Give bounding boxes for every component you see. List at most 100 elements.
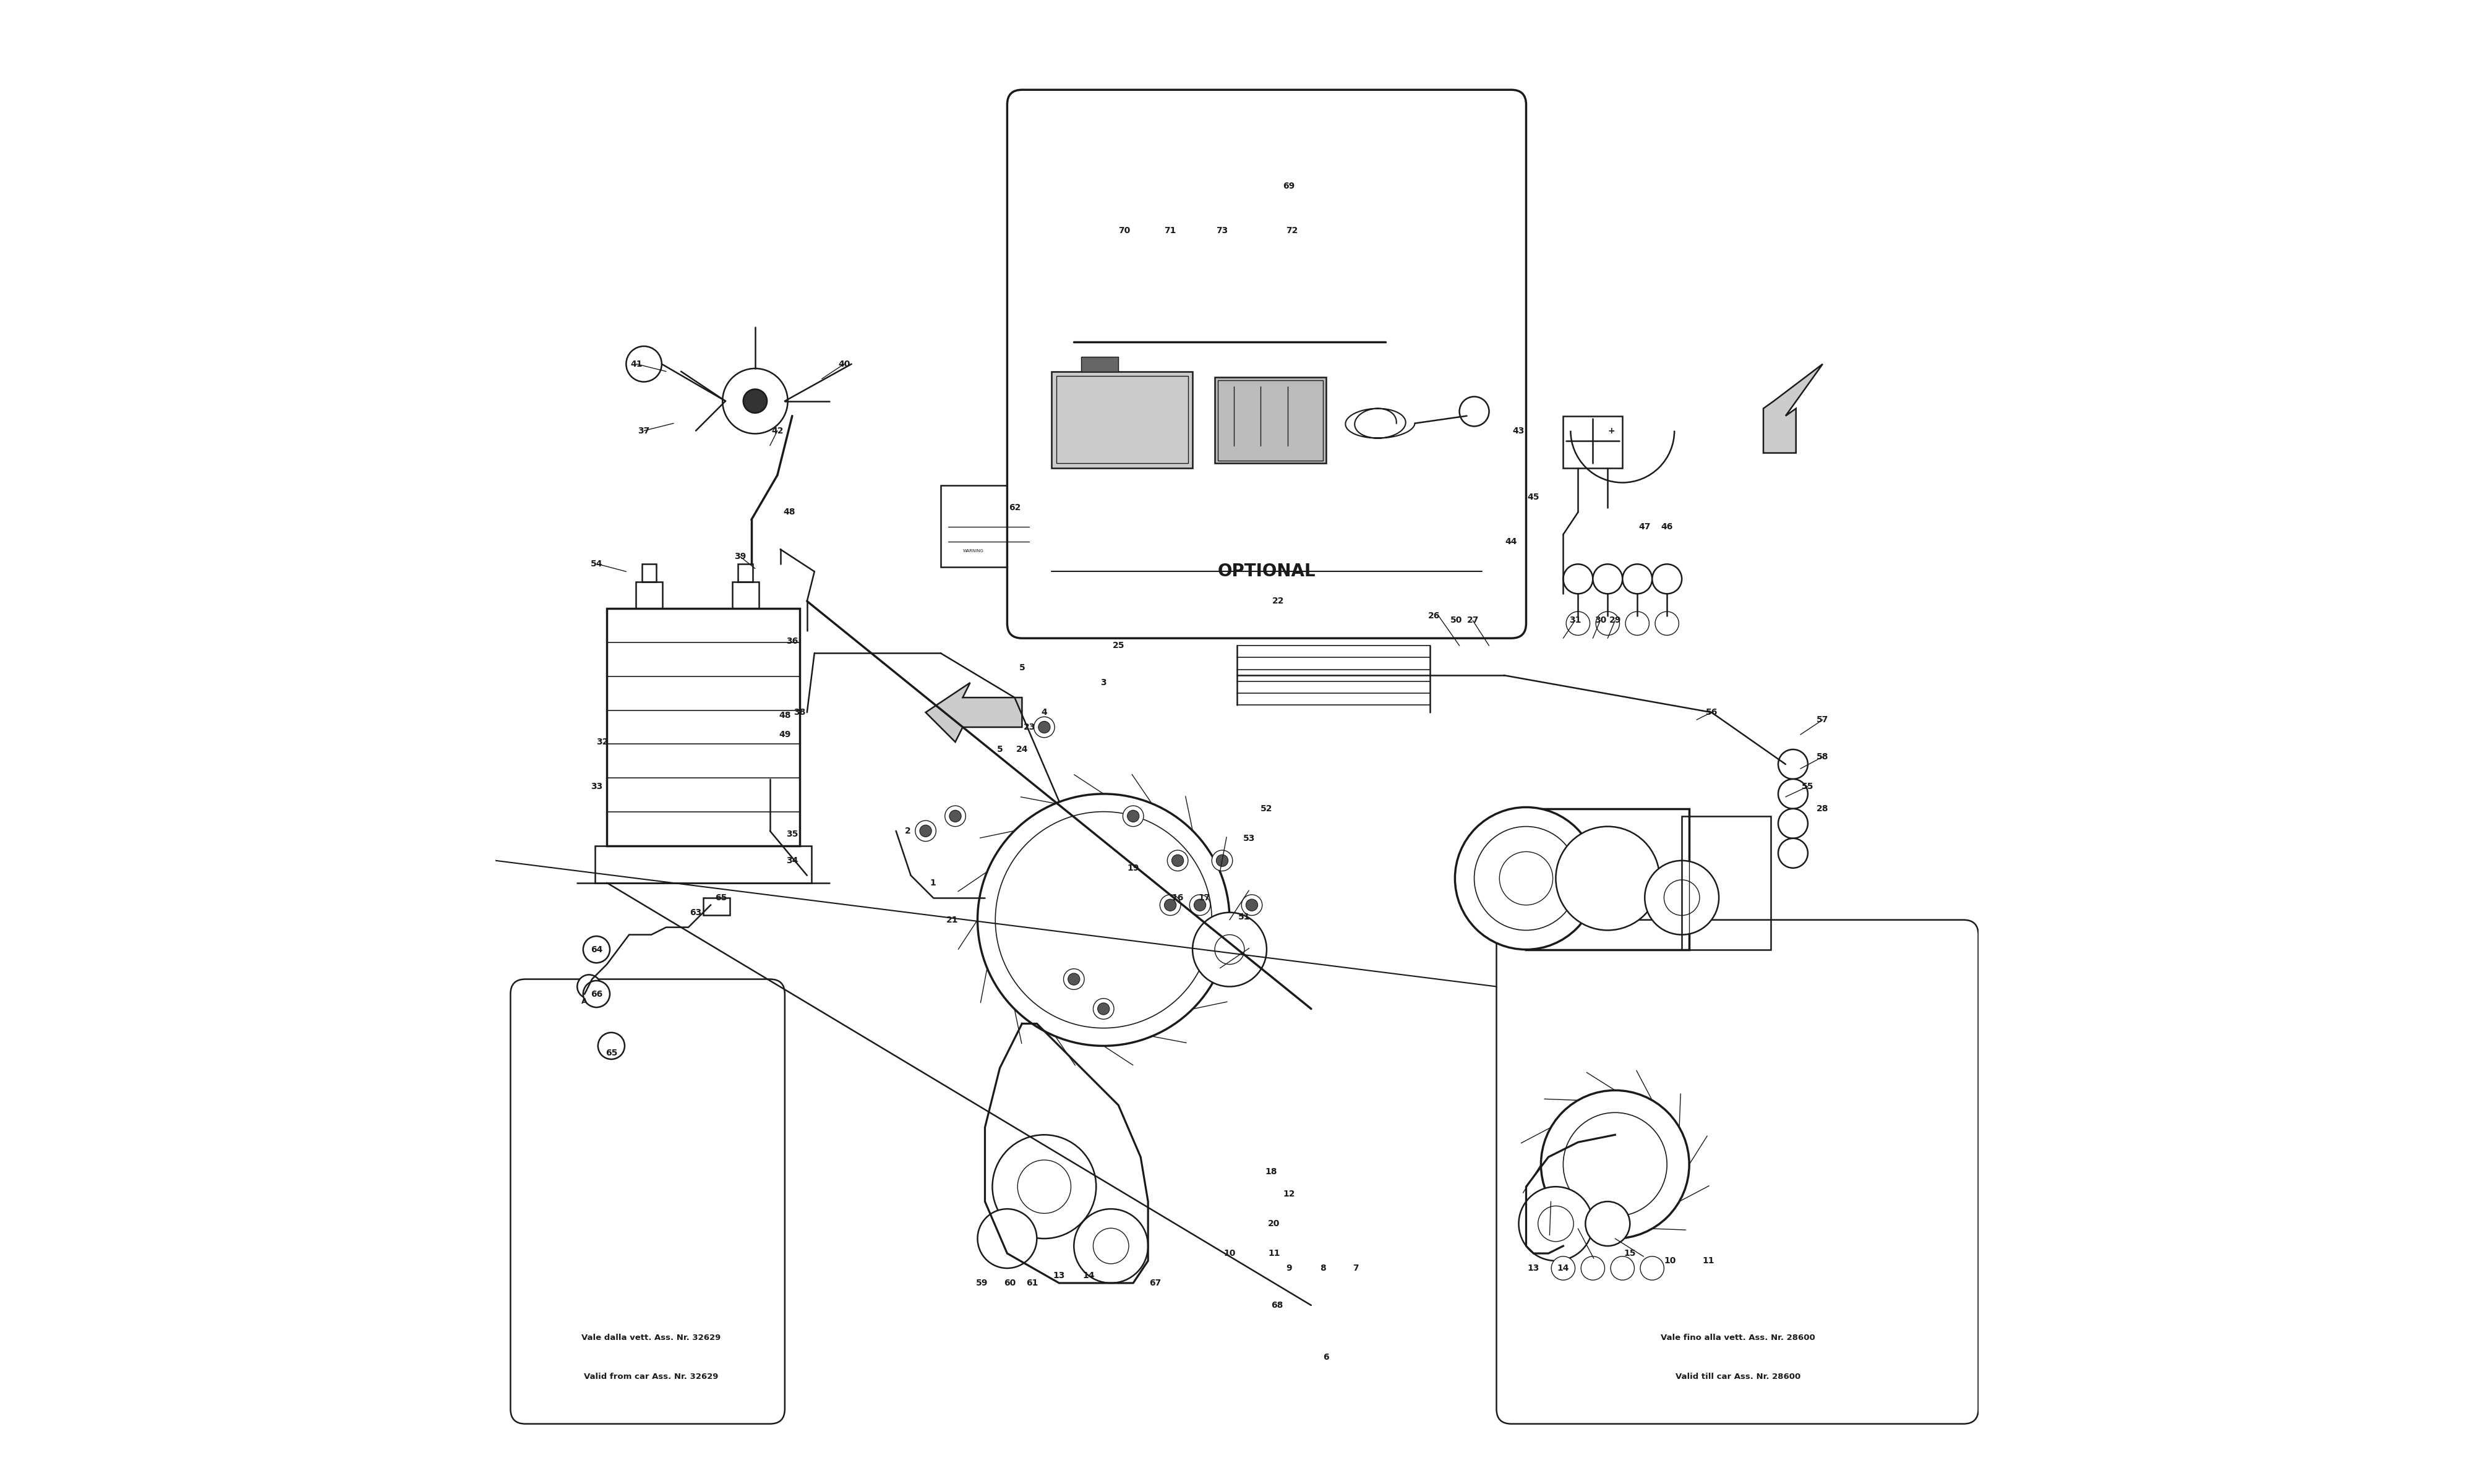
- Text: 61: 61: [1027, 1279, 1039, 1287]
- Text: 42: 42: [772, 426, 784, 435]
- Circle shape: [1566, 611, 1591, 635]
- Bar: [1081, 356, 1118, 371]
- Circle shape: [1653, 564, 1682, 594]
- Text: Valid till car Ass. Nr. 28600: Valid till car Ass. Nr. 28600: [1675, 1373, 1801, 1380]
- Text: 48: 48: [784, 508, 794, 516]
- Text: 62: 62: [1009, 503, 1022, 512]
- Text: 70: 70: [1118, 226, 1131, 234]
- Text: 67: 67: [1150, 1279, 1160, 1287]
- Circle shape: [1074, 1209, 1148, 1284]
- Circle shape: [1192, 913, 1267, 987]
- Bar: [1215, 377, 1326, 463]
- Circle shape: [1586, 1202, 1630, 1247]
- Text: 29: 29: [1608, 616, 1620, 625]
- Text: 66: 66: [591, 990, 604, 999]
- Circle shape: [1165, 899, 1175, 911]
- Text: 24: 24: [1017, 745, 1029, 754]
- Text: 69: 69: [1284, 183, 1294, 190]
- Circle shape: [1596, 611, 1620, 635]
- Circle shape: [977, 794, 1230, 1046]
- Polygon shape: [925, 683, 1022, 742]
- Text: 47: 47: [1638, 522, 1650, 531]
- Text: 5: 5: [1019, 663, 1024, 672]
- Circle shape: [1190, 895, 1210, 916]
- Text: 28: 28: [1816, 804, 1828, 813]
- Text: 71: 71: [1165, 226, 1175, 234]
- Text: 43: 43: [1512, 426, 1524, 435]
- Text: 11: 11: [1269, 1250, 1279, 1258]
- Circle shape: [1665, 880, 1700, 916]
- Circle shape: [977, 1209, 1037, 1269]
- Text: 9: 9: [1286, 1264, 1291, 1273]
- Text: 57: 57: [1816, 715, 1828, 724]
- Text: 55: 55: [1801, 782, 1813, 791]
- Text: 40: 40: [839, 359, 851, 368]
- Bar: [596, 846, 811, 883]
- Circle shape: [1039, 721, 1049, 733]
- Circle shape: [1640, 1257, 1665, 1281]
- Text: 31: 31: [1569, 616, 1581, 625]
- Circle shape: [1551, 1257, 1576, 1281]
- Circle shape: [1475, 827, 1578, 930]
- Text: 65: 65: [715, 893, 727, 902]
- Circle shape: [1499, 852, 1554, 905]
- Text: 1: 1: [930, 879, 935, 887]
- Text: 35: 35: [787, 830, 799, 838]
- Text: 63: 63: [690, 908, 703, 917]
- Bar: [1051, 371, 1192, 467]
- Text: 68: 68: [1272, 1301, 1284, 1309]
- Text: 59: 59: [975, 1279, 987, 1287]
- Circle shape: [1623, 564, 1653, 594]
- Text: 15: 15: [1623, 1250, 1635, 1258]
- Text: 10: 10: [1225, 1250, 1235, 1258]
- Text: 72: 72: [1286, 226, 1299, 234]
- Text: 14: 14: [1556, 1264, 1569, 1273]
- Bar: [1526, 809, 1690, 950]
- Circle shape: [1564, 1113, 1667, 1217]
- Circle shape: [576, 975, 601, 999]
- Bar: [1682, 816, 1771, 950]
- FancyBboxPatch shape: [1497, 920, 1979, 1423]
- Bar: [636, 582, 663, 608]
- Text: Vale fino alla vett. Ass. Nr. 28600: Vale fino alla vett. Ass. Nr. 28600: [1660, 1334, 1816, 1342]
- Circle shape: [1123, 806, 1143, 827]
- Text: 45: 45: [1526, 493, 1539, 502]
- Bar: [1056, 375, 1188, 463]
- Circle shape: [945, 806, 965, 827]
- Circle shape: [915, 821, 935, 841]
- Circle shape: [722, 368, 787, 433]
- Circle shape: [995, 812, 1212, 1028]
- Bar: [737, 564, 752, 582]
- Text: 20: 20: [1269, 1220, 1279, 1229]
- Text: 60: 60: [1004, 1279, 1017, 1287]
- Text: 38: 38: [794, 708, 807, 717]
- Circle shape: [1779, 779, 1808, 809]
- Circle shape: [1779, 749, 1808, 779]
- Bar: [732, 582, 760, 608]
- Text: A: A: [581, 997, 589, 1006]
- Circle shape: [920, 825, 933, 837]
- Text: WARNING: WARNING: [962, 549, 985, 554]
- Circle shape: [992, 1135, 1096, 1239]
- Circle shape: [1541, 1091, 1690, 1239]
- Circle shape: [1625, 611, 1650, 635]
- Text: 7: 7: [1353, 1264, 1358, 1273]
- Circle shape: [599, 1033, 623, 1060]
- Circle shape: [1539, 1206, 1573, 1242]
- Text: 32: 32: [596, 738, 609, 746]
- Text: 18: 18: [1264, 1168, 1277, 1177]
- Text: 33: 33: [591, 782, 604, 791]
- Text: 36: 36: [787, 637, 799, 646]
- Text: 3: 3: [1101, 678, 1106, 687]
- Circle shape: [1460, 396, 1489, 426]
- Text: Vale dalla vett. Ass. Nr. 32629: Vale dalla vett. Ass. Nr. 32629: [581, 1334, 720, 1342]
- Circle shape: [1779, 809, 1808, 838]
- Circle shape: [1128, 810, 1138, 822]
- Circle shape: [1069, 974, 1079, 985]
- Text: 4: 4: [1042, 708, 1047, 717]
- Text: 14: 14: [1084, 1272, 1096, 1279]
- Text: 2: 2: [905, 827, 910, 835]
- Text: 5: 5: [997, 745, 1002, 754]
- Circle shape: [1094, 999, 1113, 1020]
- Text: 17: 17: [1197, 893, 1210, 902]
